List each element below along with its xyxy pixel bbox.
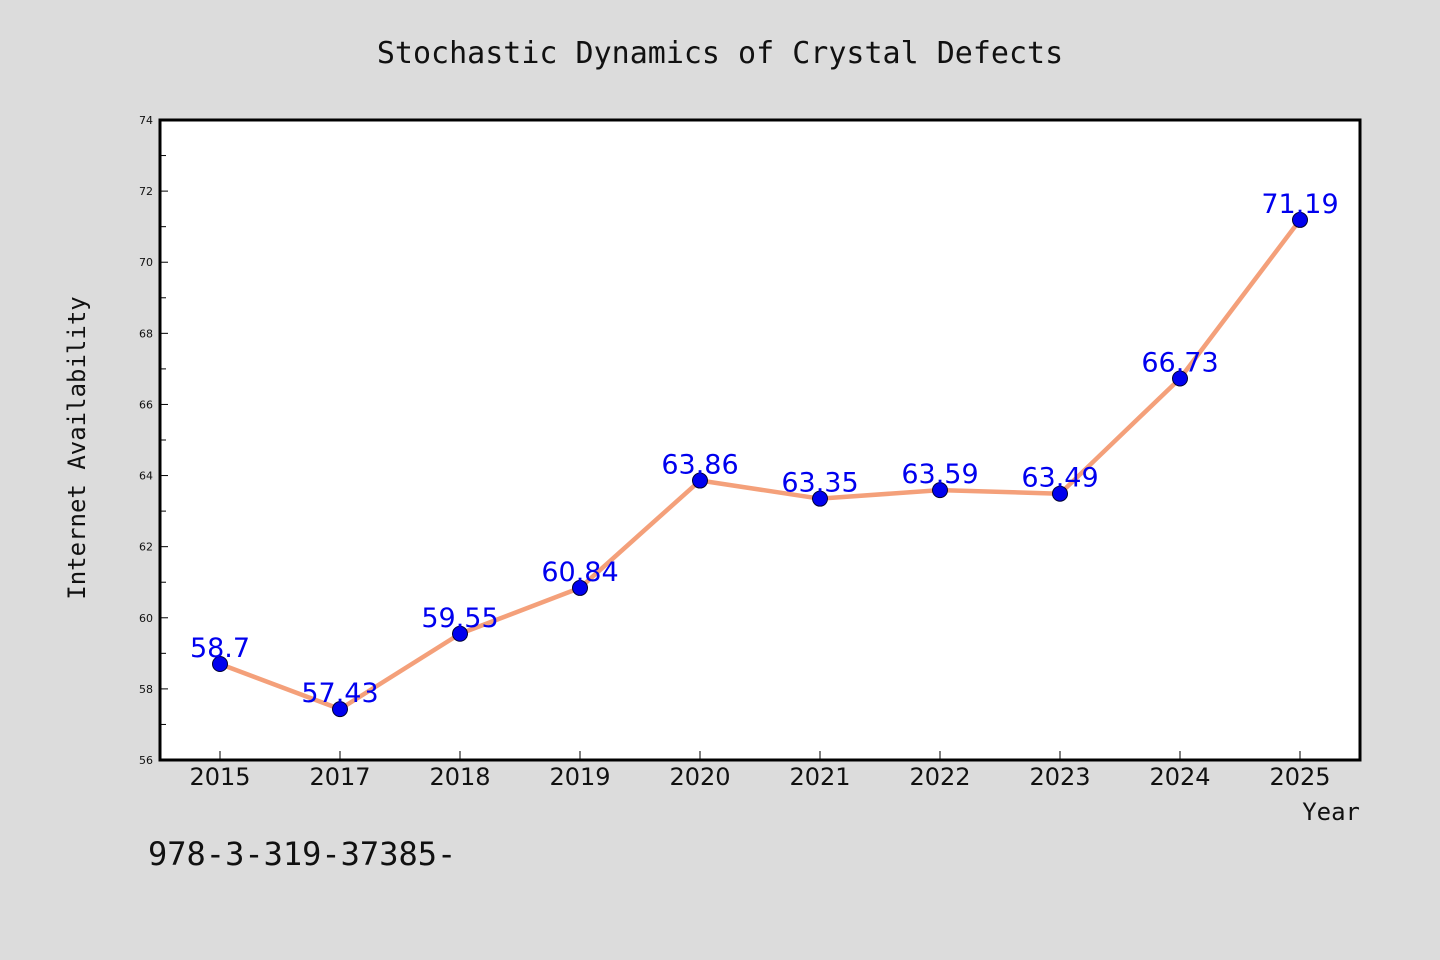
x-tick-label: 2023 xyxy=(1029,763,1090,791)
x-tick-label: 2024 xyxy=(1149,763,1210,791)
y-axis-label: Internet Availability xyxy=(63,296,91,599)
data-point xyxy=(332,701,348,718)
x-tick-label: 2019 xyxy=(549,763,610,791)
data-label: 59.55 xyxy=(421,603,498,634)
x-tick-label: 2020 xyxy=(669,763,730,791)
y-tick-label: 62 xyxy=(139,541,153,554)
data-point xyxy=(692,472,708,489)
data-label: 60.84 xyxy=(541,557,618,588)
data-point xyxy=(932,482,948,499)
data-point xyxy=(1172,370,1188,387)
x-axis-label: Year xyxy=(1302,798,1360,826)
y-tick-label: 58 xyxy=(139,683,153,696)
data-label: 71.19 xyxy=(1261,189,1338,220)
data-point xyxy=(812,490,828,507)
y-tick-label: 68 xyxy=(139,327,153,340)
data-label-group: 58.7 57.43 59.55 60.84 63.86 63.35 63.59 63.49 6… xyxy=(190,189,1339,709)
series-line-group xyxy=(212,211,1308,718)
data-label: 58.7 xyxy=(190,633,250,664)
series-line xyxy=(217,217,1303,712)
plot-area xyxy=(158,118,1362,762)
data-point xyxy=(452,625,468,642)
data-label: 63.35 xyxy=(781,468,858,499)
y-axis-ticks: 56 58 60 62 64 66 68 70 72 74 xyxy=(139,114,168,767)
data-point xyxy=(1292,211,1308,228)
data-label: 63.86 xyxy=(661,450,738,481)
data-point xyxy=(572,579,588,596)
y-tick-label: 74 xyxy=(139,114,153,127)
x-tick-label: 2015 xyxy=(189,763,250,791)
x-tick-label: 2017 xyxy=(309,763,370,791)
x-axis-ticks: 2015 2017 2018 2019 2020 2021 2022 2023 2024 2025 xyxy=(189,751,1331,791)
footnote-isbn: 978-3-319-37385- xyxy=(148,835,456,873)
data-label: 63.49 xyxy=(1021,463,1098,494)
y-tick-label: 64 xyxy=(139,470,153,483)
x-tick-label: 2021 xyxy=(789,763,850,791)
x-tick-label: 2025 xyxy=(1269,763,1330,791)
data-label: 63.59 xyxy=(901,459,978,490)
data-label: 57.43 xyxy=(301,678,378,709)
x-tick-label: 2022 xyxy=(909,763,970,791)
y-tick-label: 70 xyxy=(139,256,153,269)
data-point xyxy=(1052,485,1068,502)
y-tick-label: 56 xyxy=(139,754,153,767)
y-tick-label: 72 xyxy=(139,185,153,198)
x-tick-label: 2018 xyxy=(429,763,490,791)
y-tick-label: 66 xyxy=(139,398,153,411)
data-label: 66.73 xyxy=(1141,347,1218,378)
data-point xyxy=(212,656,228,672)
chart-title: Stochastic Dynamics of Crystal Defects xyxy=(377,36,1063,71)
y-tick-label: 60 xyxy=(139,612,153,625)
